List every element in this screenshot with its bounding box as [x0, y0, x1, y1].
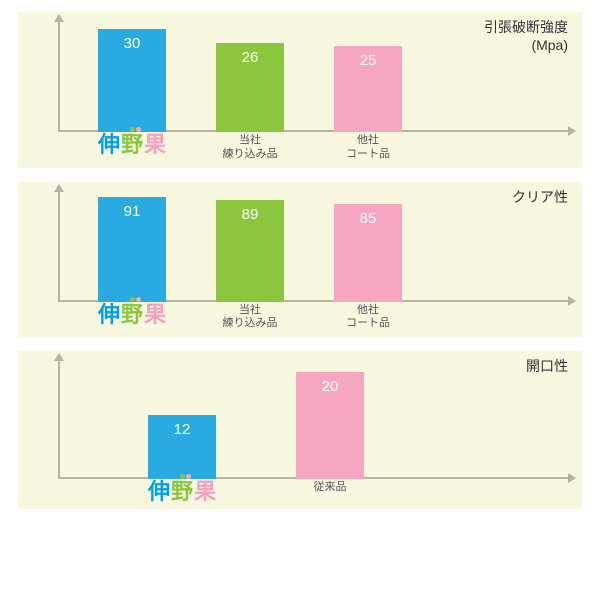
brand-logo: 伸野果 — [98, 304, 166, 326]
bar: 26 — [216, 43, 284, 132]
x-label: 他社 コート品 — [334, 134, 402, 162]
y-axis — [58, 20, 60, 132]
bar-value: 12 — [148, 421, 216, 438]
x-label: 当社 練り込み品 — [216, 134, 284, 162]
x-label: 従来品 — [296, 481, 364, 503]
bar: 12 — [148, 415, 216, 479]
bar: 91 — [98, 197, 166, 301]
x-labels: 伸野果 従来品 — [58, 481, 568, 503]
bar: 25 — [334, 46, 402, 132]
bar-value: 89 — [216, 206, 284, 223]
chart-panel: 開口性1220伸野果従来品 — [18, 351, 582, 509]
brand-logo: 伸野果 — [98, 134, 166, 156]
chart-plot: 30 26 25 — [58, 22, 568, 132]
x-labels: 伸野果 当社 練り込み品 他社 コート品 — [58, 134, 568, 162]
bar: 89 — [216, 200, 284, 302]
x-label: 伸野果 — [148, 481, 216, 503]
chart-panel: 引張破断強度 (Mpa)302625伸野果当社 練り込み品他社 コート品 — [18, 12, 582, 168]
bar-value: 26 — [216, 49, 284, 66]
bar: 30 — [98, 29, 166, 132]
x-label: 当社 練り込み品 — [216, 304, 284, 332]
bar: 85 — [334, 204, 402, 301]
y-axis — [58, 190, 60, 302]
x-labels: 伸野果 当社 練り込み品 他社 コート品 — [58, 304, 568, 332]
bar-value: 20 — [296, 378, 364, 395]
x-label: 伸野果 — [98, 304, 166, 332]
x-label: 伸野果 — [98, 134, 166, 162]
y-axis — [58, 359, 60, 479]
bar-value: 30 — [98, 35, 166, 52]
x-label: 他社 コート品 — [334, 304, 402, 332]
chart-plot: 12 20 — [58, 361, 568, 479]
brand-logo: 伸野果 — [148, 481, 216, 503]
chart-plot: 91 89 85 — [58, 192, 568, 302]
bar-value: 25 — [334, 52, 402, 69]
bar: 20 — [296, 372, 364, 479]
bar-value: 85 — [334, 210, 402, 227]
bar-value: 91 — [98, 203, 166, 220]
chart-panel: クリア性918985伸野果当社 練り込み品他社 コート品 — [18, 182, 582, 338]
